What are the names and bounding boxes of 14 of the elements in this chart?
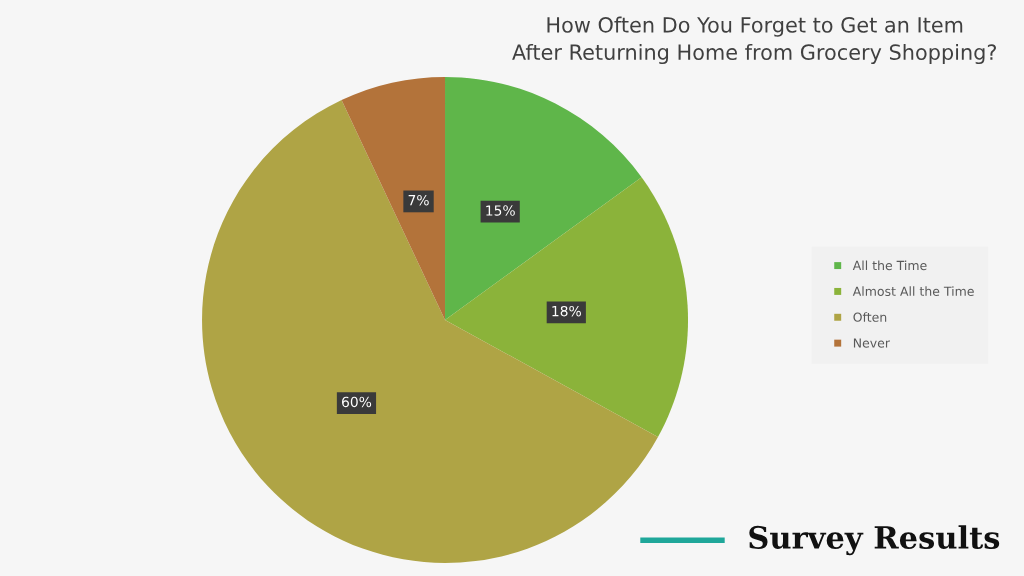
- data-label: 7%: [408, 194, 429, 206]
- data-label: 15%: [486, 205, 515, 216]
- data-label: 60%: [342, 396, 372, 408]
- legend-label: Often: [853, 312, 887, 322]
- pie-slice: [445, 76, 642, 320]
- data-label: 18%: [552, 305, 581, 317]
- text: Survey Results: [749, 525, 1000, 556]
- pie-slice: [202, 100, 658, 563]
- legend-label: Almost All the Time: [852, 286, 974, 296]
- pie-slice: [445, 177, 688, 438]
- legend-label: Never: [853, 338, 890, 348]
- legend-label: All the Time: [852, 260, 927, 271]
- chart-title: How Often Do You Forget to Get an Item After Returning Home from Grocery Shopping?: [512, 16, 996, 65]
- pie-slice: [341, 76, 446, 320]
